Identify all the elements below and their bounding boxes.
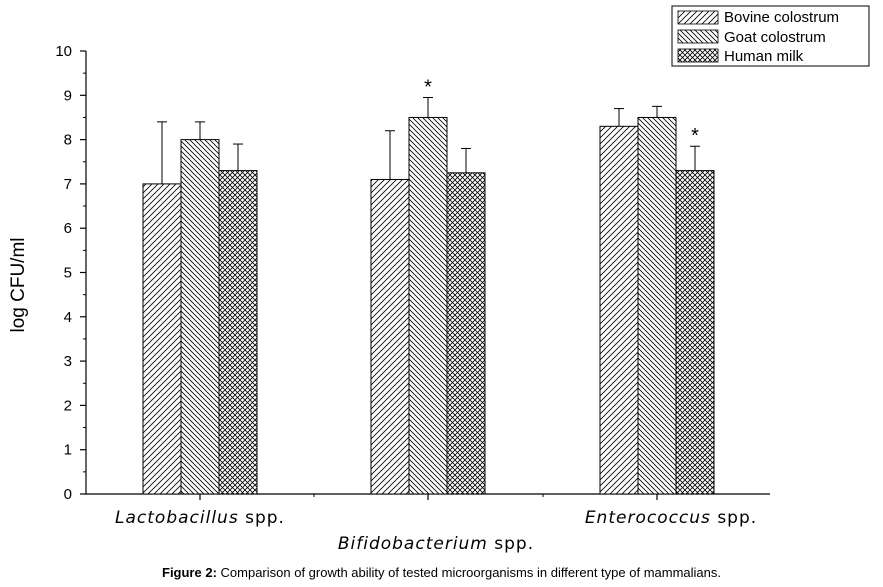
y-axis-label: log CFU/ml (8, 237, 29, 332)
category-name: Enterococcus (585, 508, 711, 528)
legend-swatch-bovine (677, 10, 719, 25)
category-name: Lactobacillus (115, 508, 239, 528)
category-suffix: spp. (488, 534, 534, 554)
y-tick-label: 8 (64, 132, 72, 149)
category-label-enterococcus: Enterococcus spp. (585, 508, 757, 528)
category-suffix: spp. (239, 508, 285, 528)
legend-label-goat: Goat colostrum (724, 29, 826, 46)
y-axis-ticks: 0 1 2 3 4 5 6 7 8 9 10 (55, 43, 86, 503)
legend-swatch-human (677, 48, 719, 63)
category-suffix: spp. (711, 508, 757, 528)
category-label-lactobacillus: Lactobacillus spp. (115, 508, 285, 528)
caption-label: Figure 2: (162, 565, 217, 580)
legend-label-bovine: Bovine colostrum (724, 9, 839, 26)
significance-marker: * (424, 77, 432, 99)
y-tick-label: 0 (64, 486, 72, 503)
annotations-group: ** (424, 77, 699, 148)
legend-swatch-goat (677, 29, 719, 44)
legend-label-human: Human milk (724, 48, 804, 65)
bar-human-milk (218, 170, 258, 495)
y-tick-label: 4 (64, 309, 72, 326)
bar-human-milk (675, 170, 715, 495)
category-label-bifidobacterium: Bifidobacterium spp. (338, 534, 534, 554)
bar-bovine-colostrum (142, 183, 182, 495)
y-tick-label: 1 (64, 442, 72, 459)
bar-bovine-colostrum (370, 178, 410, 495)
y-tick-label: 7 (64, 176, 72, 193)
bar-bovine-colostrum (599, 125, 639, 495)
y-tick-label: 3 (64, 353, 72, 370)
bar-goat-colostrum (180, 139, 220, 495)
legend: Bovine colostrum Goat colostrum Human mi… (671, 5, 870, 67)
y-tick-label: 6 (64, 220, 72, 237)
bar-goat-colostrum (637, 116, 677, 495)
caption-text: Comparison of growth ability of tested m… (216, 565, 721, 580)
bar-goat-colostrum (408, 116, 448, 495)
significance-marker: * (691, 125, 699, 147)
bars-group (142, 116, 715, 495)
category-name: Bifidobacterium (338, 534, 488, 554)
y-tick-label: 5 (64, 265, 72, 282)
figure-caption: Figure 2: Comparison of growth ability o… (0, 565, 883, 580)
y-tick-label: 2 (64, 397, 72, 414)
x-axis-ticks (199, 494, 658, 500)
y-tick-label: 9 (64, 87, 72, 104)
error-bars-group (157, 97, 700, 184)
bar-human-milk (446, 172, 486, 495)
y-tick-label: 10 (55, 43, 72, 60)
